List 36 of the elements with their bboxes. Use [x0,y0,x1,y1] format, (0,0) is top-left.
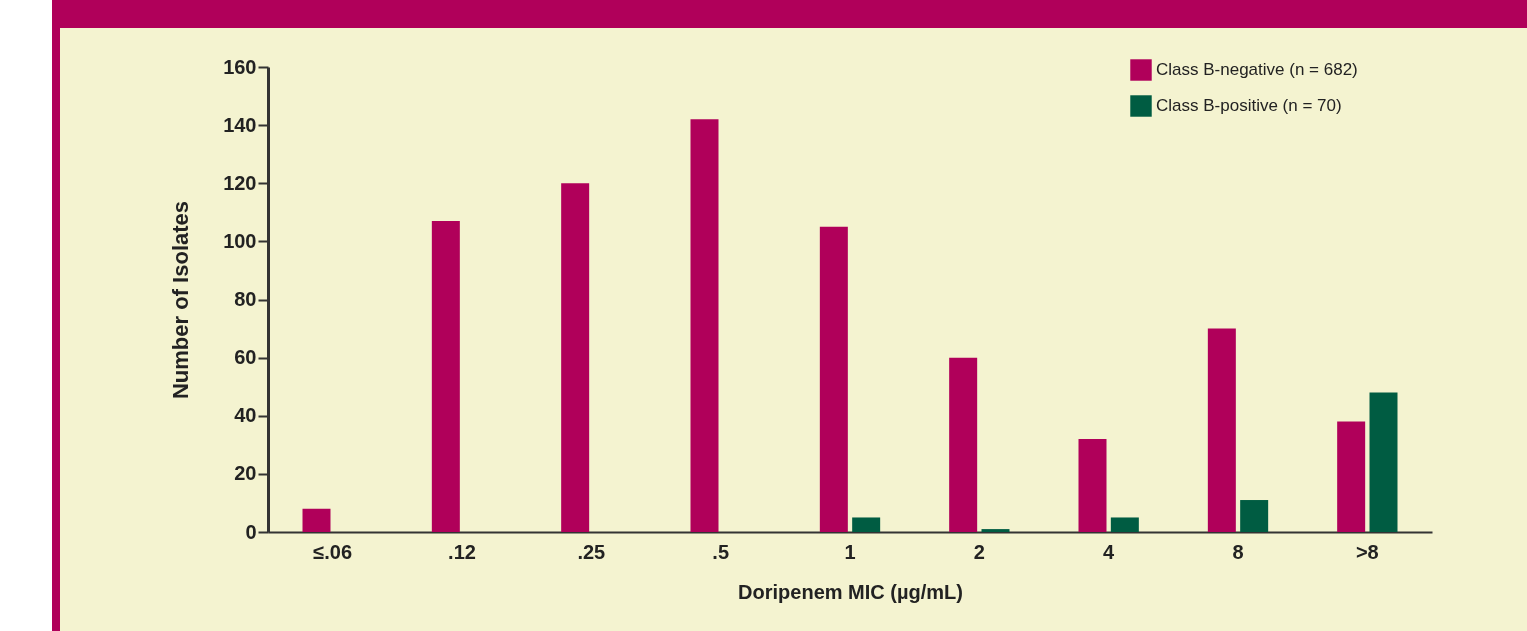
bar [1240,500,1269,532]
legend-label: Class B-positive (n = 70) [1156,96,1342,115]
y-tick-label: 20 [234,462,257,485]
x-tick-label: 4 [1103,540,1116,563]
legend-label: Class B-negative (n = 682) [1156,60,1358,79]
bar [1337,421,1366,532]
y-tick-label: 80 [234,288,257,310]
x-tick-label: 8 [1232,540,1244,563]
bar [981,529,1010,532]
x-tick-label: 1 [844,540,856,563]
y-tick-label: 40 [234,404,257,427]
y-tick-label: 60 [234,346,257,369]
y-axis-title: Number of Isolates [168,200,194,400]
bar [690,119,719,532]
bar [561,183,590,532]
bar [1207,328,1236,532]
x-axis-title: Doripenem MIC (µg/mL) [738,580,963,603]
x-tick-label: .5 [712,540,730,563]
x-tick-label: .25 [577,540,606,563]
bar [949,357,978,532]
y-tick-label: 120 [223,171,257,194]
y-tick-label: 0 [245,520,257,543]
bar [819,226,848,532]
x-tick-label: .12 [448,540,476,563]
bar [852,517,881,532]
bar [1369,392,1398,532]
bar [431,221,460,532]
y-tick-label: 100 [223,229,257,252]
x-tick-label: 2 [973,540,985,563]
x-tick-label: ≤.06 [313,540,353,563]
bar [1110,517,1139,532]
bar [302,508,331,532]
y-tick-label: 140 [223,113,257,136]
y-tick-label: 160 [223,55,257,78]
bar [1078,439,1107,532]
x-tick-label: >8 [1355,540,1379,563]
